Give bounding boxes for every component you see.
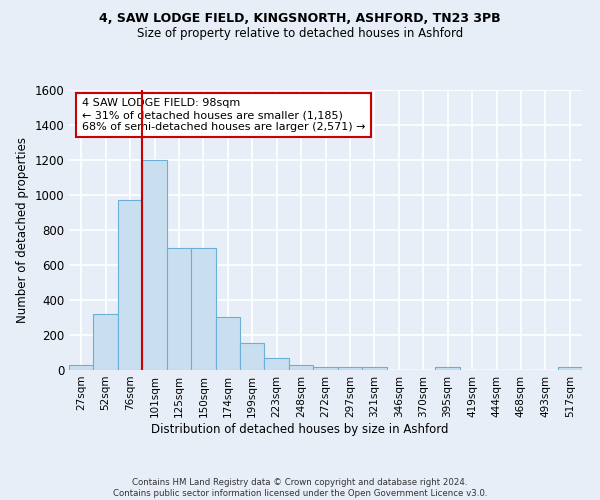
Y-axis label: Number of detached properties: Number of detached properties xyxy=(16,137,29,323)
Bar xyxy=(338,368,362,370)
Text: 4 SAW LODGE FIELD: 98sqm
← 31% of detached houses are smaller (1,185)
68% of sem: 4 SAW LODGE FIELD: 98sqm ← 31% of detach… xyxy=(82,98,365,132)
Bar xyxy=(215,316,240,370)
Bar xyxy=(313,366,338,370)
Text: Contains HM Land Registry data © Crown copyright and database right 2024.
Contai: Contains HM Land Registry data © Crown c… xyxy=(113,478,487,498)
Bar xyxy=(265,358,289,370)
Text: Distribution of detached houses by size in Ashford: Distribution of detached houses by size … xyxy=(151,422,449,436)
Text: 4, SAW LODGE FIELD, KINGSNORTH, ASHFORD, TN23 3PB: 4, SAW LODGE FIELD, KINGSNORTH, ASHFORD,… xyxy=(99,12,501,26)
Bar xyxy=(362,368,386,370)
Bar xyxy=(240,343,265,370)
Bar xyxy=(94,314,118,370)
Bar xyxy=(118,200,142,370)
Bar xyxy=(191,248,215,370)
Bar xyxy=(167,248,191,370)
Bar xyxy=(289,365,313,370)
Bar xyxy=(142,160,167,370)
Bar xyxy=(557,368,582,370)
Text: Size of property relative to detached houses in Ashford: Size of property relative to detached ho… xyxy=(137,28,463,40)
Bar xyxy=(436,368,460,370)
Bar xyxy=(69,365,94,370)
